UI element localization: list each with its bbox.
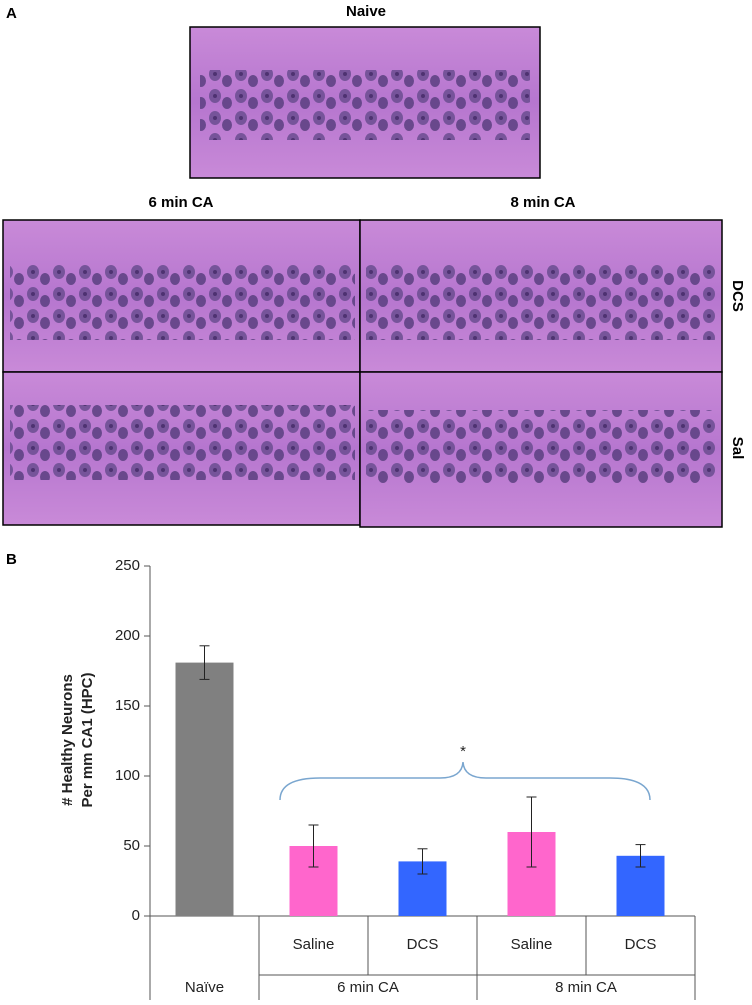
y-tick-label: 250 <box>115 557 140 574</box>
panel-label: B <box>6 551 17 568</box>
image-title: Naive <box>346 3 386 20</box>
y-tick-label: 200 <box>115 627 140 644</box>
row-label: Sal <box>729 437 746 460</box>
group-label: 6 min CA <box>337 979 399 996</box>
panel-label: A <box>6 5 17 22</box>
histology-images <box>2 26 723 528</box>
y-tick-label: 0 <box>132 907 140 924</box>
column-label: 6 min CA <box>148 194 213 211</box>
y-axis-label: Per mm CA1 (HPC) <box>79 672 96 807</box>
group-label: 8 min CA <box>555 979 617 996</box>
x-tick-label: Saline <box>293 936 335 953</box>
x-tick-label: Saline <box>511 936 553 953</box>
row-label: DCS <box>729 280 746 312</box>
group-label: Naïve <box>185 979 224 996</box>
y-axis-label: # Healthy Neurons <box>59 674 76 806</box>
significance-brace <box>279 761 651 801</box>
y-tick-label: 150 <box>115 697 140 714</box>
annotation: * <box>460 743 466 760</box>
column-label: 8 min CA <box>510 194 575 211</box>
y-tick-label: 50 <box>123 837 140 854</box>
bar <box>175 662 234 916</box>
x-tick-label: DCS <box>407 936 439 953</box>
x-tick-label: DCS <box>625 936 657 953</box>
y-tick-label: 100 <box>115 767 140 784</box>
